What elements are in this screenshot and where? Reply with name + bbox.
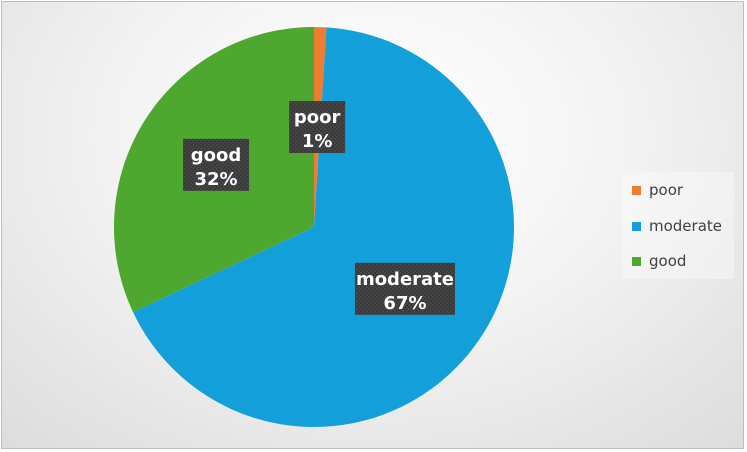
data-label-category-good: good — [191, 145, 242, 166]
data-label-moderate: moderate 67% — [354, 262, 455, 315]
legend-item-moderate: moderate — [632, 216, 722, 236]
data-label-poor: poor 1% — [289, 101, 346, 154]
legend-swatch-good — [632, 256, 641, 266]
data-label-category-moderate: moderate — [356, 269, 454, 290]
pie-slice-moderate — [133, 27, 515, 428]
data-label-category-poor: poor — [294, 107, 341, 128]
legend-item-poor: poor — [632, 180, 683, 200]
data-label-percent-good: 32% — [195, 169, 238, 190]
data-label-percent-moderate: 67% — [383, 293, 426, 314]
legend-item-good: good — [632, 251, 686, 271]
data-label-percent-poor: 1% — [302, 131, 333, 152]
legend-swatch-moderate — [632, 221, 641, 231]
legend-label-moderate: moderate — [649, 217, 723, 235]
legend: poor moderate good — [622, 172, 734, 279]
legend-label-poor: poor — [649, 181, 684, 199]
legend-swatch-poor — [632, 185, 641, 195]
legend-label-good: good — [649, 252, 687, 270]
data-label-good: good 32% — [183, 138, 250, 191]
